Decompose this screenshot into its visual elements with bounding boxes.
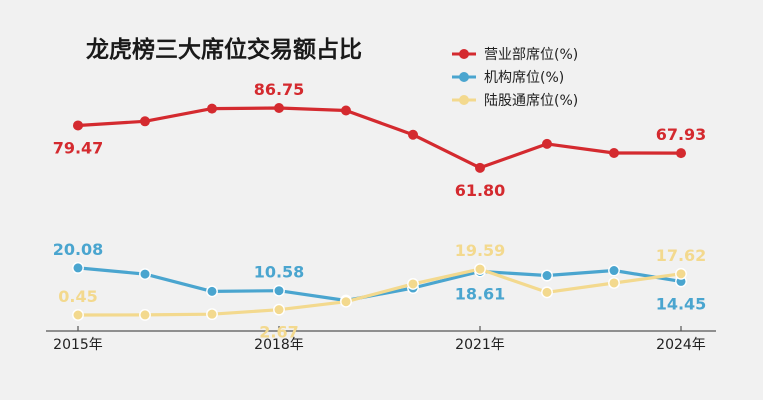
data-point (407, 278, 419, 290)
data-point (72, 309, 84, 321)
data-point (73, 120, 83, 131)
legend-swatch-dot (459, 95, 469, 105)
series-line (76, 267, 683, 317)
legend-swatch-dot (459, 72, 469, 82)
data-point (408, 129, 418, 140)
legend-item: 机构席位(%) (452, 70, 564, 86)
data-point (676, 148, 686, 159)
data-point (608, 264, 620, 277)
data-point (273, 284, 285, 297)
data-point (273, 303, 285, 316)
data-point (206, 308, 218, 321)
series-line (76, 106, 683, 170)
data-point (341, 105, 351, 116)
data-point (139, 268, 151, 281)
data-point (140, 116, 150, 127)
data-point (139, 309, 151, 321)
data-point (541, 286, 553, 299)
data-label: 0.45 (58, 287, 97, 306)
series-line (76, 266, 683, 303)
legend-item: 营业部席位(%) (452, 47, 578, 63)
data-label: 61.80 (455, 181, 506, 200)
data-point (675, 267, 687, 280)
x-tick-label: 2024年 (656, 337, 706, 353)
data-point (207, 103, 217, 114)
legend-swatch-dot (459, 49, 469, 59)
data-label: 10.58 (254, 263, 305, 282)
legend-label: 机构席位(%) (484, 70, 564, 86)
data-label: 14.45 (656, 294, 707, 313)
data-point (72, 262, 84, 274)
series-layer (72, 103, 687, 321)
data-label: 20.08 (53, 240, 104, 259)
x-tick-label: 2015年 (53, 337, 103, 353)
data-label: 79.47 (53, 138, 104, 157)
data-label: 86.75 (254, 80, 305, 99)
series-2 (72, 263, 687, 321)
legend-label: 营业部席位(%) (484, 47, 578, 63)
series-0 (73, 103, 686, 173)
data-label: 19.59 (455, 241, 506, 260)
x-tick-label: 2021年 (455, 337, 505, 353)
data-label: 67.93 (656, 125, 707, 144)
data-point (475, 162, 485, 173)
x-ticks: 2015年 2018年 2021年 2024年 (53, 326, 706, 353)
chart-title: 龙虎榜三大席位交易额占比 (86, 36, 362, 63)
data-point (340, 295, 352, 308)
data-point (206, 285, 218, 298)
data-labels: 79.47 86.75 61.80 67.93 20.08 10.58 18.61 14.45… (53, 80, 707, 342)
legend: 营业部席位(%) 机构席位(%) 陆股通席位(%) (452, 47, 578, 109)
data-point (609, 147, 619, 158)
data-point (474, 263, 486, 275)
data-point (274, 103, 284, 113)
x-tick-label: 2018年 (254, 337, 304, 353)
data-point (541, 269, 553, 282)
data-label: 18.61 (455, 284, 506, 303)
data-point (542, 138, 552, 149)
legend-label: 陆股通席位(%) (484, 93, 578, 109)
data-point (608, 277, 620, 289)
legend-item: 陆股通席位(%) (452, 93, 578, 109)
data-label: 2.67 (259, 323, 298, 342)
data-label: 17.62 (656, 246, 707, 265)
